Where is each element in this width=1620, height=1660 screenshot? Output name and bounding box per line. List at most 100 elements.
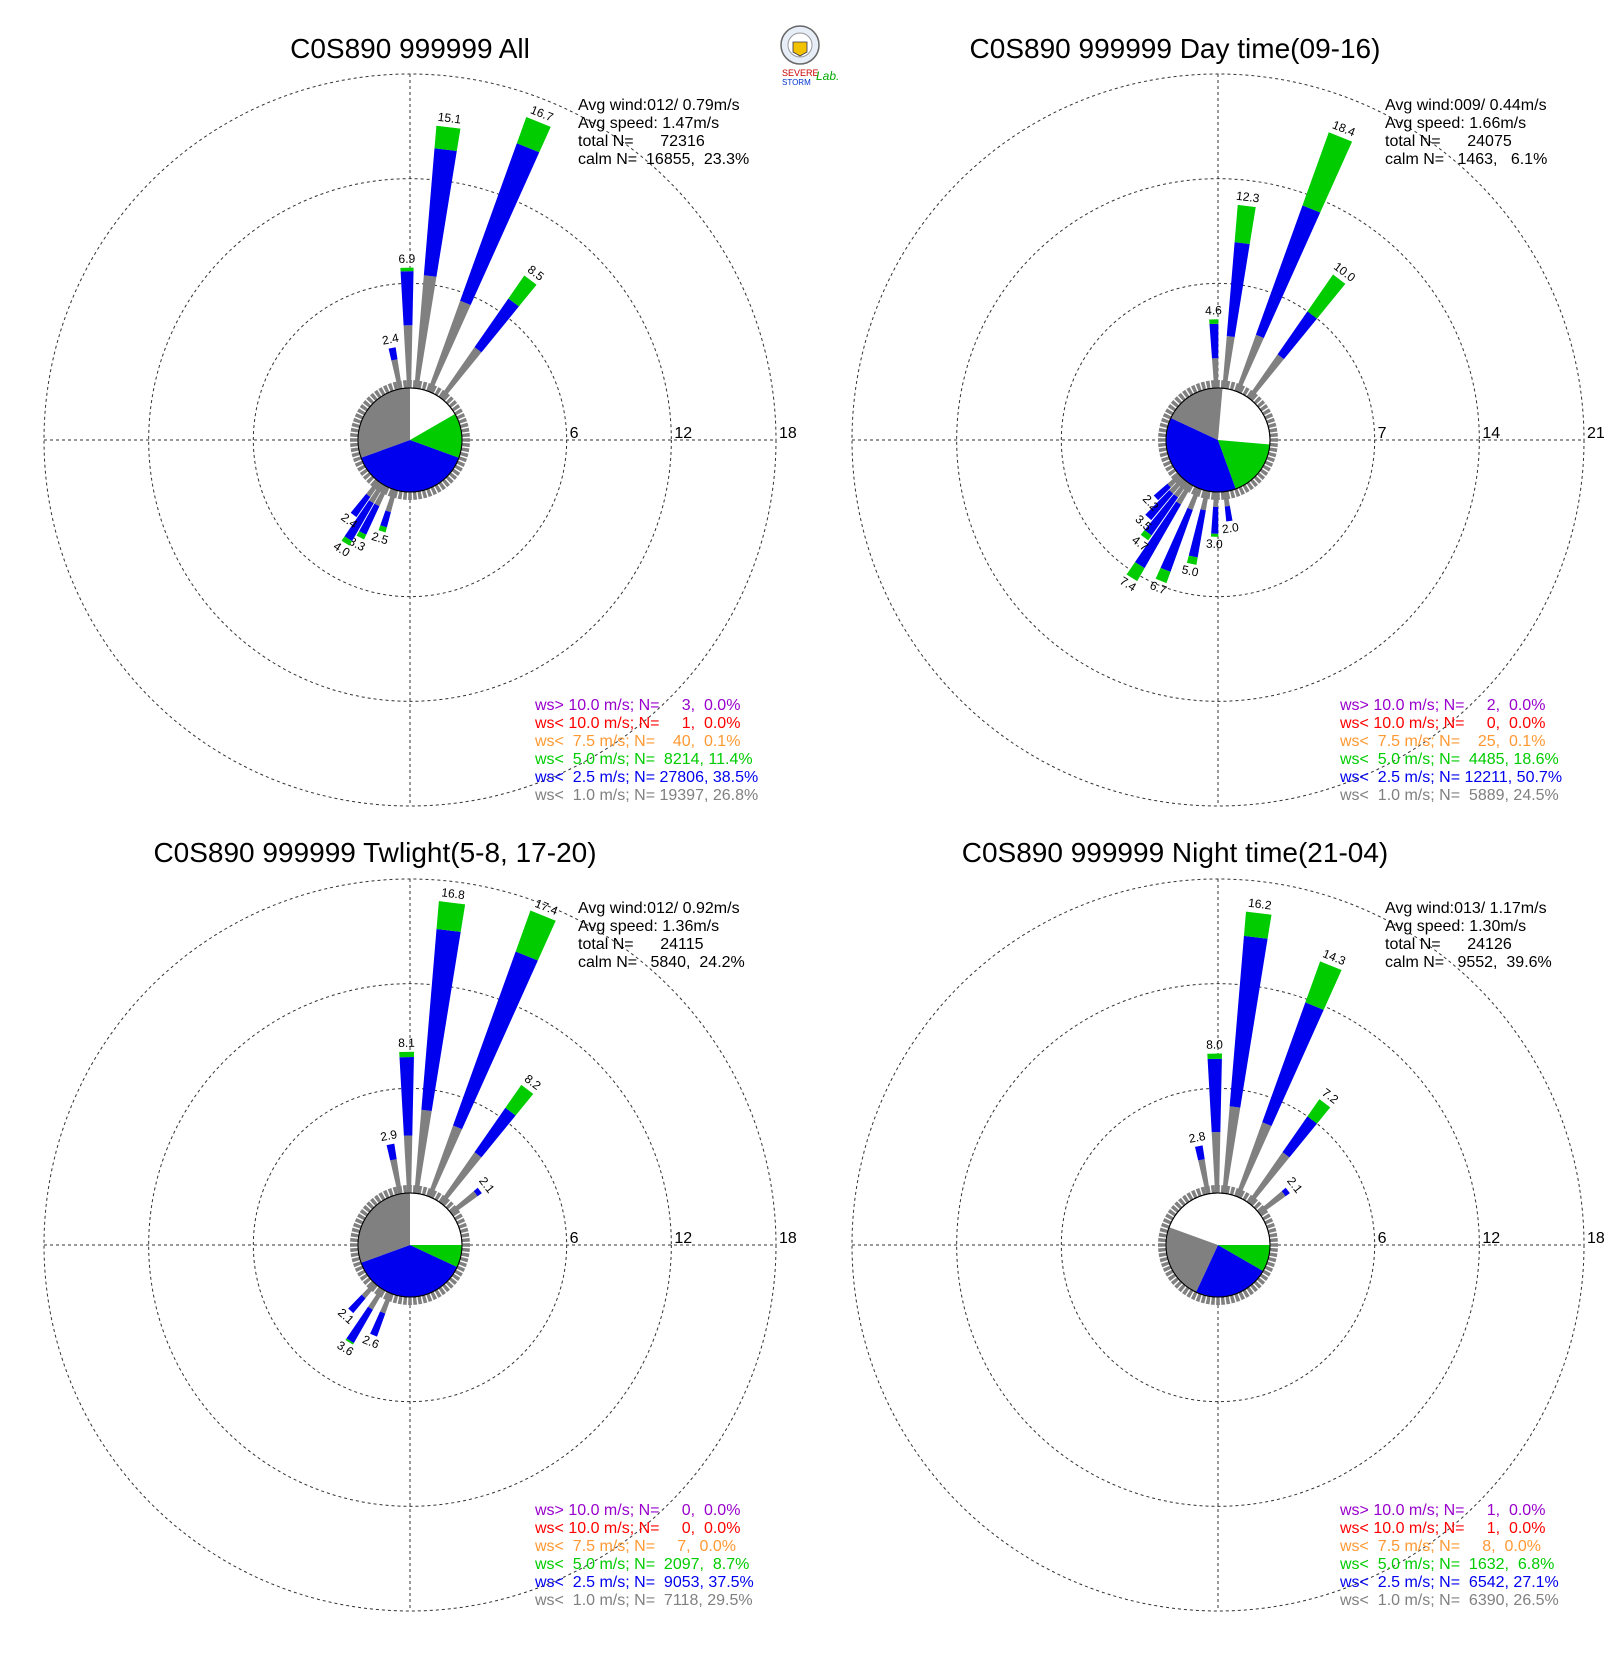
small-petal — [1267, 451, 1277, 458]
small-petal — [1195, 1188, 1202, 1197]
small-petal — [1238, 486, 1246, 496]
small-petal — [448, 400, 458, 408]
small-petal — [370, 478, 378, 488]
small-petal — [461, 1247, 470, 1253]
small-petal — [1266, 1222, 1275, 1229]
small-petal — [374, 389, 382, 399]
small-petal — [1238, 1291, 1246, 1301]
petal-segment-lt1 — [1198, 1159, 1211, 1195]
small-petal — [366, 1280, 375, 1289]
calm-disc-outline — [357, 387, 463, 493]
petal-segment-lt2_5 — [1229, 935, 1268, 1108]
petal-segment-lt2_5 — [1145, 490, 1174, 521]
petal-value-label: 2.4 — [381, 331, 400, 348]
stats-line: calm N= 5840, 24.2% — [578, 954, 745, 971]
petal-segment-lt5 — [1305, 961, 1342, 1010]
petal-segment-lt2_5 — [346, 1306, 373, 1344]
small-petal — [1234, 488, 1241, 497]
small-petal — [374, 1286, 382, 1296]
small-petal — [459, 1256, 469, 1263]
calm-pie-lt2_5 — [1196, 1245, 1264, 1297]
legend-entry: ws< 1.0 m/s; N= 7118, 29.5% — [534, 1592, 753, 1609]
small-petal — [1200, 381, 1207, 391]
ring-tick-label: 12 — [674, 1230, 692, 1247]
petal-segment-lt2_5 — [1134, 501, 1182, 569]
small-petal — [417, 490, 423, 500]
petal-segment-lt1 — [1222, 1106, 1241, 1194]
small-petal — [434, 1289, 442, 1298]
small-petal — [1167, 1273, 1177, 1281]
small-petal — [1158, 1237, 1167, 1243]
small-petal — [1170, 1205, 1180, 1213]
legend-entry: ws< 7.5 m/s; N= 8, 0.0% — [1339, 1538, 1541, 1555]
small-petal — [442, 1197, 450, 1207]
small-petal — [362, 1277, 372, 1285]
small-petal — [445, 1280, 454, 1289]
small-petal — [1266, 1261, 1275, 1268]
petal-segment-lt2_5 — [1277, 311, 1318, 360]
petal-segment-lt2_5 — [380, 510, 391, 528]
small-petal — [351, 422, 361, 429]
legend-entry: ws> 10.0 m/s; N= 3, 0.0% — [534, 697, 740, 714]
small-petal — [430, 384, 438, 394]
small-petal — [402, 380, 408, 389]
small-petal — [1238, 384, 1246, 394]
small-petal — [350, 427, 360, 433]
small-petal — [430, 1291, 438, 1301]
chart-title: C0S890 999999 Night time(21-04) — [962, 837, 1388, 868]
small-petal — [1165, 464, 1174, 472]
petal-segment-lt5 — [1234, 204, 1256, 245]
stats-line: calm N= 1463, 6.1% — [1385, 151, 1547, 168]
small-petal — [1269, 438, 1278, 442]
legend-entry: ws< 1.0 m/s; N= 6390, 26.5% — [1339, 1592, 1559, 1609]
small-petal — [1190, 1189, 1198, 1199]
petal-value-label: 6.9 — [398, 252, 415, 266]
petal-segment-lt2_5 — [399, 1056, 414, 1136]
stats-line: total N= 24075 — [1385, 133, 1512, 150]
legend-entry: ws< 10.0 m/s; N= 1, 0.0% — [1339, 1520, 1545, 1537]
small-petal — [357, 464, 366, 472]
small-petal — [350, 1232, 360, 1238]
petal-segment-lt1 — [1211, 1131, 1221, 1194]
small-petal — [1253, 1201, 1262, 1210]
petal-segment-lt2_5 — [348, 1294, 366, 1314]
petal-segment-lt5 — [1207, 1053, 1223, 1059]
small-petal — [1162, 1217, 1172, 1225]
small-petal — [1266, 456, 1275, 463]
petal-segment-lt2_5 — [1160, 507, 1193, 572]
small-petal — [1167, 1209, 1177, 1217]
small-petal — [445, 1201, 454, 1210]
small-petal — [350, 1243, 359, 1247]
small-petal — [1158, 442, 1167, 448]
small-petal — [354, 1217, 364, 1225]
petal-segment-lt2_5 — [350, 493, 371, 518]
small-petal — [1262, 1213, 1271, 1221]
small-petal — [362, 1205, 372, 1213]
petal-segment-lt2_5 — [386, 1143, 397, 1161]
small-petal — [374, 1194, 382, 1204]
petal-segment-lt5 — [1243, 911, 1272, 939]
small-petal — [1210, 1296, 1216, 1305]
petal-segment-lt1 — [1257, 1191, 1286, 1215]
small-petal — [1259, 468, 1269, 476]
logo-text: STORM — [782, 78, 811, 87]
small-petal — [359, 404, 369, 412]
small-petal — [1170, 400, 1180, 408]
small-petal — [1195, 1293, 1202, 1302]
small-petal — [1262, 1269, 1271, 1277]
petal-segment-lt2_5 — [1207, 1058, 1222, 1133]
ring-tick-label: 12 — [674, 425, 692, 442]
petal-segment-lt2_5 — [1224, 505, 1233, 522]
small-petal — [1162, 412, 1172, 420]
petal-segment-lt1 — [1235, 1122, 1272, 1198]
small-petal — [1259, 1273, 1269, 1281]
calm-disc-outline — [357, 1192, 463, 1298]
petal-segment-lt1 — [403, 1135, 413, 1194]
small-petal — [1159, 1256, 1169, 1263]
small-petal — [1259, 1209, 1269, 1217]
small-petal — [1246, 1286, 1254, 1296]
calm-pie-lt1 — [1165, 1227, 1218, 1293]
small-petal — [357, 1213, 366, 1221]
small-petal — [351, 1227, 361, 1234]
